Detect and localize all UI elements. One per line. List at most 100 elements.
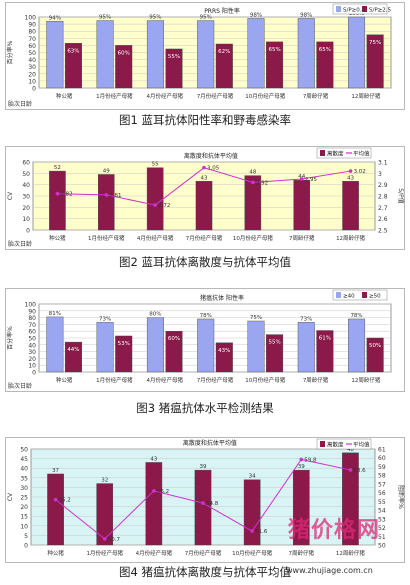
data-label: 48 xyxy=(249,170,256,176)
y-tick-label: 25 xyxy=(20,495,28,502)
data-label: 55% xyxy=(268,340,280,346)
bar xyxy=(366,34,384,89)
bar xyxy=(165,48,183,89)
x-tick-label: 10月份经产母猪 xyxy=(233,234,273,242)
y2-tick-label: 2.7 xyxy=(378,205,388,212)
line-point xyxy=(251,180,255,185)
line-point xyxy=(348,169,353,173)
y-tick-label: 5 xyxy=(24,533,28,540)
bar xyxy=(348,318,366,373)
x-tick-label: 10月份经产母猪 xyxy=(245,92,285,100)
data-label: 62% xyxy=(218,49,230,55)
y-tick-label: 20 xyxy=(22,205,30,212)
x-axis-label: 胎次日龄 xyxy=(8,382,32,390)
y-tick-label: 10 xyxy=(20,523,28,530)
chart-title: PRRS 阳性率 xyxy=(204,7,240,15)
x-axis-label: 胎次日龄 xyxy=(8,240,32,248)
y2-tick-label: 61 xyxy=(378,447,386,454)
y-tick-label: 10 xyxy=(22,216,30,223)
data-label: 44% xyxy=(67,347,79,353)
y-tick-label: 20 xyxy=(28,71,36,78)
bar xyxy=(293,179,310,231)
data-label: 98% xyxy=(250,12,262,18)
y2-tick-label: 58 xyxy=(378,473,386,480)
y2-tick-label: 52 xyxy=(378,525,386,532)
y-tick-label: 40 xyxy=(28,57,36,64)
bar xyxy=(145,462,163,546)
y-tick-label: 30 xyxy=(22,194,30,201)
chart-panel-2: 0 10 20 30 40 50 60 2.5 2.6 2.7 2.8 2.9 3 3.1 离散度和抗体平均… xyxy=(5,146,405,250)
y-tick-label: 50 xyxy=(22,171,30,178)
x-tick-label: 7周龄仔猪 xyxy=(303,376,329,384)
legend-swatch xyxy=(362,6,367,12)
y-tick-label: 45 xyxy=(20,456,28,463)
y-tick-label: 50 xyxy=(28,336,36,343)
bar xyxy=(366,337,384,373)
x-tick-label: 种公猪 xyxy=(49,234,66,242)
y2-tick-label: 60 xyxy=(378,455,386,462)
data-label: 78% xyxy=(200,313,212,319)
y2-tick-label: 54 xyxy=(378,508,386,515)
bar xyxy=(46,21,64,89)
data-label: 94% xyxy=(49,15,61,21)
data-label: 53% xyxy=(118,341,130,347)
chart-title: 离散度和抗体平均值 xyxy=(183,439,237,447)
bar xyxy=(195,181,213,231)
legend-label: S/P≥2.5 xyxy=(369,8,392,14)
data-label: 60% xyxy=(168,336,180,342)
data-label: 55% xyxy=(168,54,180,60)
y-tick-label: 80 xyxy=(28,29,36,36)
y2-tick-label: 2.9 xyxy=(378,182,388,189)
bar xyxy=(96,322,114,373)
y2-tick-label: 57 xyxy=(378,481,386,488)
y2-tick-label: 53 xyxy=(378,516,386,523)
chart-title: 离散度和抗体平均值 xyxy=(184,152,238,160)
bar xyxy=(297,322,315,373)
bar xyxy=(115,45,133,89)
y-tick-label: 15 xyxy=(20,514,28,521)
chart-panel-1: 0 10 20 30 40 50 60 70 80 90 100 PRRS 阳性率 百分率% 胎次日龄 种公… xyxy=(5,2,405,110)
y-tick-label: 50 xyxy=(28,50,36,57)
line-point xyxy=(102,537,107,541)
data-label: 95% xyxy=(200,15,212,21)
x-tick-label: 1月份经产母猪 xyxy=(96,92,133,100)
chart-panel-3: 0 10 20 30 40 50 60 70 80 90 100 猪瘟抗体 阳性率 百分率% 胎次日龄 种公… xyxy=(5,288,405,392)
bar xyxy=(266,41,284,89)
data-label: 80% xyxy=(149,312,161,318)
y2-tick-label: 56 xyxy=(378,490,386,497)
bar xyxy=(115,335,133,373)
y-tick-label: 20 xyxy=(20,504,28,511)
legend-swatch xyxy=(320,150,325,156)
caption-1: 图1 蓝耳抗体阳性率和野毒感染率 xyxy=(119,113,291,127)
bar xyxy=(247,320,265,373)
data-label: 95% xyxy=(99,15,111,21)
bar xyxy=(348,16,366,89)
line-point xyxy=(104,193,109,197)
y-tick-label: 50 xyxy=(20,447,28,454)
line-data-label: 51.6 xyxy=(255,529,268,535)
y-tick-label: 10 xyxy=(28,363,36,370)
y-tick-label: 60 xyxy=(22,160,30,167)
y-tick-label: 40 xyxy=(28,342,36,349)
line-point xyxy=(201,501,205,505)
x-tick-label: 4月份经产母猪 xyxy=(146,92,183,100)
x-tick-label: 1月份经产母猪 xyxy=(88,234,125,242)
data-label: 43 xyxy=(347,175,354,181)
watermark-url: www.zhujiage.com.cn xyxy=(286,566,373,575)
line-point xyxy=(152,489,156,493)
x-tick-label: 4月份经产母猪 xyxy=(136,549,173,557)
bar xyxy=(316,330,334,373)
data-label: 65% xyxy=(319,47,331,53)
data-label: 50% xyxy=(369,343,381,349)
bar xyxy=(244,175,262,231)
data-label: 73% xyxy=(300,316,312,322)
y-tick-label: 30 xyxy=(28,64,36,71)
y2-tick-label: 3 xyxy=(378,171,382,178)
line-data-label: 2.81 xyxy=(109,193,121,199)
x-tick-label: 4月份经产母猪 xyxy=(146,376,183,384)
x-tick-label: 12周龄仔猪 xyxy=(351,376,380,384)
y2-axis-label: S/P值 xyxy=(397,188,405,203)
data-label: 39 xyxy=(200,464,207,470)
x-tick-label: 7月份经产母猪 xyxy=(186,234,223,242)
bar xyxy=(342,452,359,546)
